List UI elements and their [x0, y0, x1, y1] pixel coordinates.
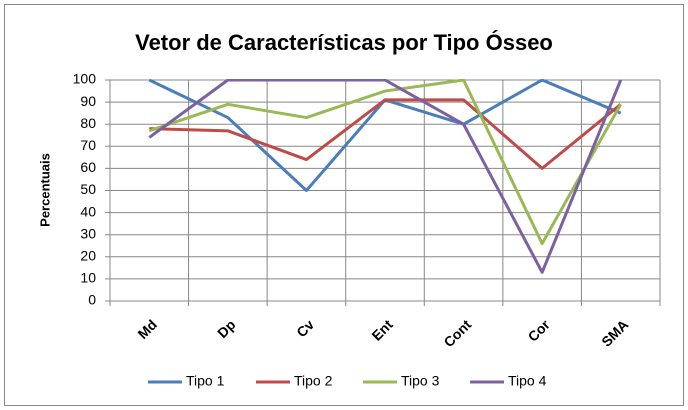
series-line — [148, 79, 623, 274]
y-tick-label: 80 — [80, 115, 96, 131]
y-tick-label: 20 — [80, 248, 96, 264]
y-tick-label: 60 — [80, 159, 96, 175]
legend-label: Tipo 4 — [508, 373, 547, 389]
y-tick-label: 10 — [80, 270, 96, 286]
legend-label: Tipo 3 — [401, 373, 440, 389]
legend-label: Tipo 2 — [294, 373, 333, 389]
series-line — [149, 98, 622, 170]
y-tick-label: 100 — [73, 71, 97, 87]
series-line — [148, 79, 623, 246]
y-tick-label: 40 — [80, 203, 96, 219]
plot-lines — [148, 79, 623, 274]
y-tick-label: 70 — [80, 137, 96, 153]
y-tick-label: 50 — [80, 181, 96, 197]
y-tick-label: 90 — [80, 93, 96, 109]
y-tick-label: 30 — [80, 225, 96, 241]
legend-label: Tipo 1 — [186, 373, 225, 389]
y-axis-label: Percentuais — [37, 153, 52, 227]
chart-title: Vetor de Características por Tipo Ósseo — [135, 30, 553, 55]
y-tick-label: 0 — [88, 292, 96, 308]
